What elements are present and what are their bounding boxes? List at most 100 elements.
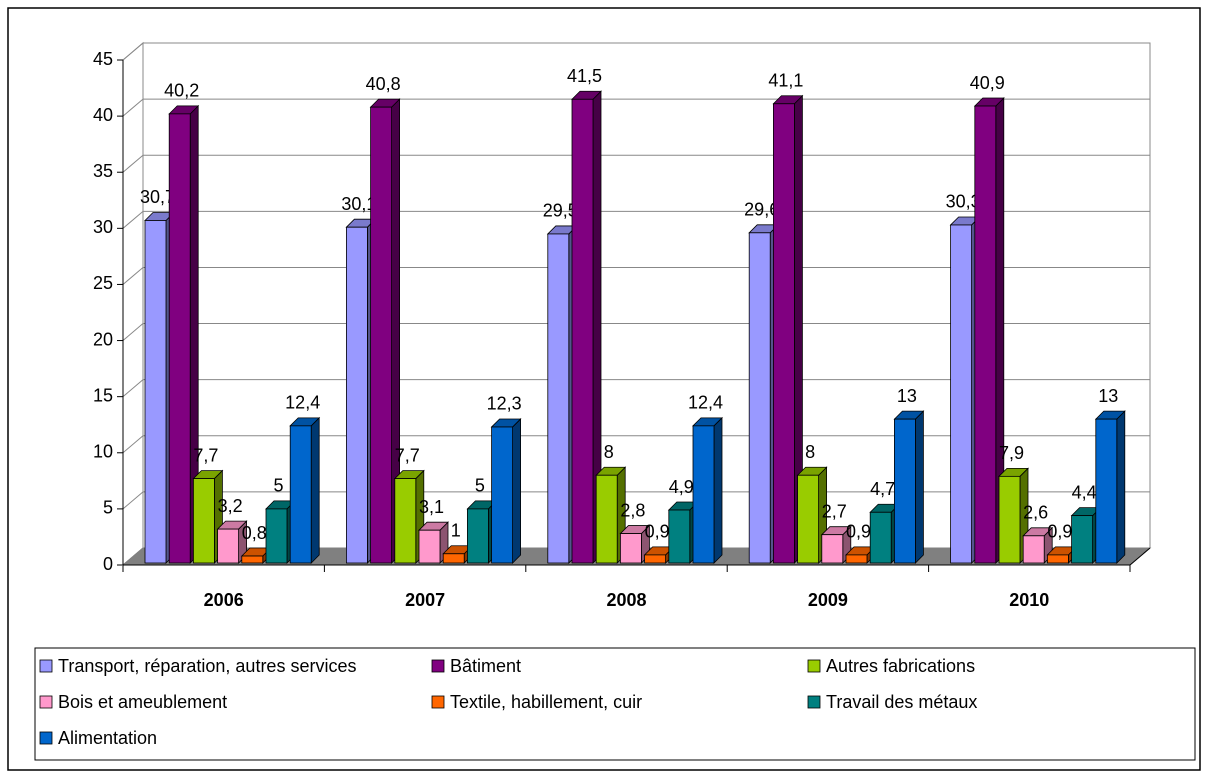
bar (1095, 418, 1118, 564)
y-tick-label: 20 (93, 329, 113, 349)
bar (894, 418, 916, 564)
x-tick-label: 2009 (808, 590, 848, 610)
bar (241, 555, 264, 564)
data-label: 12,3 (487, 394, 522, 414)
bar (845, 554, 868, 564)
legend-label: Bois et ameublement (58, 692, 227, 712)
data-label: 12,4 (285, 393, 320, 413)
x-tick-label: 2007 (405, 590, 445, 610)
bar (595, 474, 618, 564)
data-label: 3,1 (419, 497, 444, 517)
bar (547, 233, 570, 564)
data-label: 0,9 (645, 522, 670, 542)
bar (1047, 554, 1069, 564)
data-label: 12,4 (688, 393, 723, 413)
grid-line-side (122, 323, 144, 341)
bar (144, 220, 167, 564)
bar (773, 103, 795, 564)
legend-swatch (431, 659, 445, 673)
x-tick-label: 2008 (606, 590, 646, 610)
bar (394, 478, 417, 564)
bar (748, 232, 771, 564)
data-label: 0,9 (1047, 522, 1072, 542)
data-label: 13 (1098, 386, 1118, 406)
data-label: 7,7 (395, 445, 420, 465)
x-tick-label: 2006 (204, 590, 244, 610)
data-label: 30,1 (341, 194, 376, 214)
bar (644, 554, 666, 564)
bar (797, 474, 819, 564)
data-label: 4,9 (669, 477, 694, 497)
grid-line-side (122, 491, 144, 510)
bar (265, 508, 288, 564)
bar-side (713, 416, 723, 564)
data-label: 3,2 (218, 496, 243, 516)
grid-line-side (122, 435, 144, 454)
data-label: 2,6 (1023, 503, 1048, 523)
bar-side (915, 410, 924, 564)
data-label: 2,8 (620, 500, 645, 520)
bar (491, 426, 514, 564)
bar (571, 98, 594, 564)
data-label: 13 (897, 386, 917, 406)
grid-line-side (122, 98, 144, 117)
bar-side (512, 418, 521, 564)
grid-line-side (122, 154, 144, 173)
data-label: 5 (475, 476, 485, 496)
data-label: 40,8 (366, 74, 401, 94)
y-tick-label: 25 (93, 273, 113, 293)
data-label: 30,7 (140, 187, 175, 207)
data-label: 40,2 (164, 81, 199, 101)
legend-swatch (807, 695, 821, 709)
y-tick-label: 15 (93, 385, 113, 405)
y-tick-label: 35 (93, 161, 113, 181)
legend-swatch (39, 659, 53, 673)
data-label: 41,5 (567, 66, 602, 86)
legend-label: Transport, réparation, autres services (58, 656, 356, 676)
bar (620, 533, 642, 564)
data-label: 8 (805, 442, 815, 462)
y-tick-label: 5 (103, 498, 113, 518)
grid-line-side (122, 267, 144, 285)
bar (998, 475, 1021, 564)
grid-line-side (122, 210, 144, 229)
bar (1022, 535, 1045, 564)
grid-line-side (122, 379, 144, 398)
data-label: 7,9 (999, 443, 1024, 463)
bar (974, 105, 997, 564)
bar (821, 534, 844, 564)
data-label: 41,1 (768, 71, 803, 91)
data-label: 5 (273, 476, 283, 496)
data-label: 29,6 (744, 200, 779, 220)
data-label: 30,3 (946, 192, 981, 212)
bar-side (310, 416, 320, 564)
legend-label: Autres fabrications (826, 656, 975, 676)
bar (466, 508, 489, 564)
y-tick-label: 45 (93, 49, 113, 69)
data-label: 0,8 (242, 523, 267, 543)
bar (668, 509, 691, 564)
data-label: 0,9 (846, 522, 871, 542)
bar (345, 226, 368, 564)
bar (217, 528, 240, 564)
legend-label: Textile, habillement, cuir (450, 692, 642, 712)
bar (289, 425, 312, 564)
data-label: 4,4 (1072, 482, 1097, 502)
bar (192, 478, 215, 564)
y-tick-label: 0 (103, 554, 113, 574)
grid-line-side (122, 42, 144, 61)
bar (168, 113, 191, 564)
data-label: 8 (604, 442, 614, 462)
x-axis-depth (1129, 547, 1151, 566)
legend-label: Travail des métaux (826, 692, 977, 712)
legend-swatch (39, 731, 53, 745)
data-label: 40,9 (970, 73, 1005, 93)
data-label: 1 (451, 521, 461, 541)
bar-side (1116, 410, 1126, 564)
data-label: 7,7 (193, 445, 218, 465)
bar (950, 224, 972, 564)
bar (1071, 515, 1093, 564)
bar (869, 511, 892, 564)
y-tick-label: 40 (93, 105, 113, 125)
